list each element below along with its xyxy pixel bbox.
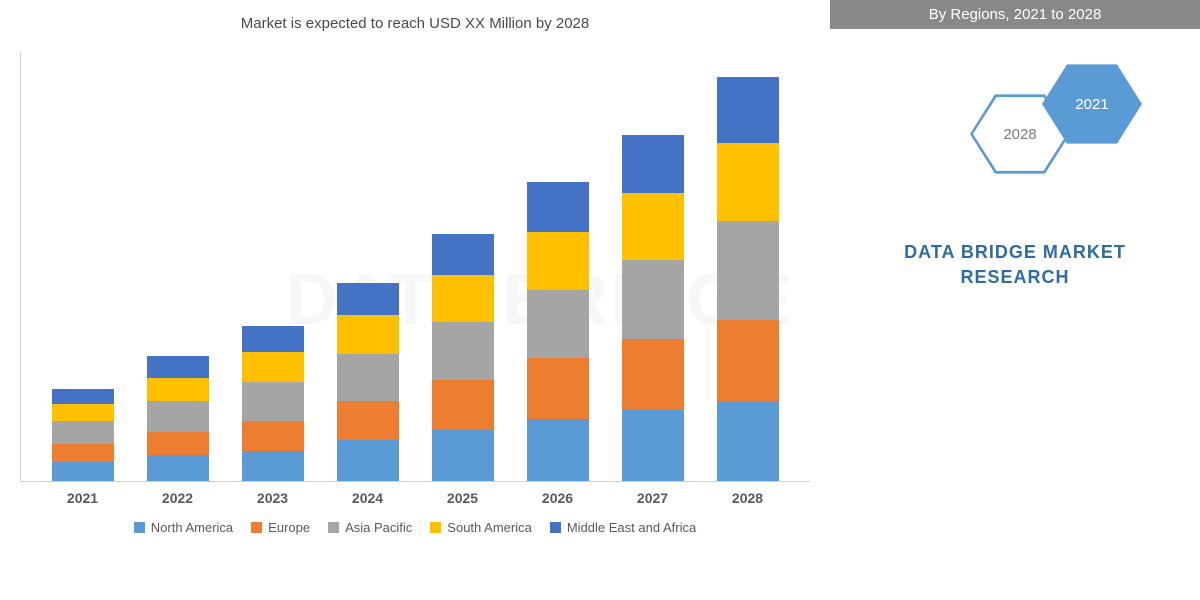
bar-segment [147,378,209,402]
bar-segment [52,421,114,445]
bar-stack [717,77,779,481]
x-axis-label: 2024 [337,490,399,506]
bar-segment [432,380,494,429]
bar-segment [52,404,114,421]
hexagon-group: 2028 2021 [970,60,1170,220]
legend-label: South America [447,520,532,535]
chart-title: Market is expected to reach USD XX Milli… [20,15,810,32]
legend-item: South America [430,520,532,535]
bar-stack [337,283,399,481]
bar-segment [717,143,779,220]
x-axis-label: 2025 [432,490,494,506]
bar-segment [52,462,114,481]
side-panel: By Regions, 2021 to 2028 2028 2021 DATA … [830,0,1200,600]
x-axis-label: 2027 [622,490,684,506]
bar-segment [337,283,399,315]
legend-label: Europe [268,520,310,535]
bar-segment [242,352,304,382]
legend-label: Middle East and Africa [567,520,696,535]
bar-segment [242,382,304,421]
hex-back-label: 2028 [1003,126,1036,143]
bar-segment [147,356,209,378]
bar-segment [622,135,684,193]
x-axis-label: 2022 [147,490,209,506]
bar-segment [242,421,304,451]
chart-panel: Market is expected to reach USD XX Milli… [0,0,830,600]
bar-segment [527,419,589,481]
bar-stack [242,326,304,481]
hex-front-label: 2021 [1075,96,1108,113]
bar-segment [527,232,589,290]
legend-item: Asia Pacific [328,520,412,535]
legend-swatch [251,522,262,533]
bar-stack [432,234,494,481]
legend-item: North America [134,520,233,535]
bar-segment [337,401,399,440]
bar-stack [622,135,684,481]
bar-segment [147,455,209,481]
bar-stack [147,356,209,481]
x-axis-label: 2023 [242,490,304,506]
brand-heading: DATA BRIDGE MARKET RESEARCH [830,240,1200,290]
bar-segment [432,234,494,275]
bar-segment [432,275,494,322]
legend-swatch [328,522,339,533]
legend-swatch [134,522,145,533]
bar-segment [527,182,589,231]
bar-segment [717,401,779,481]
bar-segment [622,410,684,481]
bar-segment [432,429,494,481]
bar-segment [432,322,494,380]
bar-segment [52,444,114,461]
bar-segment [52,389,114,404]
legend-swatch [430,522,441,533]
bar-segment [337,354,399,401]
chart-plot [20,52,810,482]
legend-label: North America [151,520,233,535]
bar-segment [717,320,779,402]
main-container: Market is expected to reach USD XX Milli… [0,0,1200,600]
bar-segment [147,432,209,456]
bar-stack [52,389,114,481]
x-axis-label: 2021 [52,490,114,506]
bar-segment [527,290,589,359]
bar-segment [622,260,684,340]
legend-item: Middle East and Africa [550,520,696,535]
chart-legend: North America Europe Asia Pacific South Ame… [20,520,810,535]
bar-segment [717,77,779,144]
bar-segment [242,451,304,481]
bar-segment [622,193,684,260]
bar-segment [622,339,684,410]
bar-segment [242,326,304,352]
x-axis-labels: 2021 2022 2023 2024 2025 2026 2027 2028 [20,482,810,506]
legend-label: Asia Pacific [345,520,412,535]
bar-segment [337,440,399,481]
legend-swatch [550,522,561,533]
bar-segment [717,221,779,320]
bar-segment [527,358,589,418]
bar-segment [147,401,209,431]
bar-segment [337,315,399,354]
bars-row [21,52,810,481]
bar-stack [527,182,589,481]
x-axis-label: 2028 [717,490,779,506]
side-title: By Regions, 2021 to 2028 [830,0,1200,29]
x-axis-label: 2026 [527,490,589,506]
legend-item: Europe [251,520,310,535]
